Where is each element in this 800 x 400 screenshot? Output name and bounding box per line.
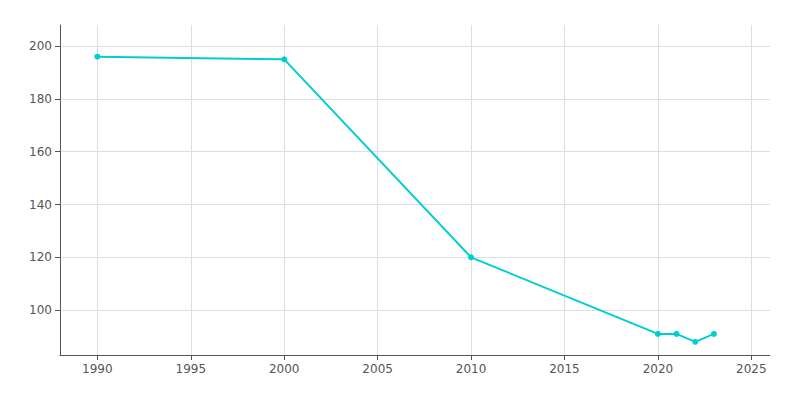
svg-text:120: 120	[29, 250, 52, 264]
svg-text:140: 140	[29, 198, 52, 212]
svg-text:2000: 2000	[269, 362, 300, 376]
svg-text:200: 200	[29, 39, 52, 53]
svg-text:160: 160	[29, 145, 52, 159]
svg-text:2005: 2005	[362, 362, 393, 376]
svg-text:1990: 1990	[82, 362, 113, 376]
svg-text:180: 180	[29, 92, 52, 106]
svg-text:2020: 2020	[643, 362, 674, 376]
svg-text:2015: 2015	[549, 362, 580, 376]
svg-text:100: 100	[29, 303, 52, 317]
svg-text:1995: 1995	[176, 362, 207, 376]
svg-text:2025: 2025	[736, 362, 767, 376]
svg-text:2010: 2010	[456, 362, 487, 376]
